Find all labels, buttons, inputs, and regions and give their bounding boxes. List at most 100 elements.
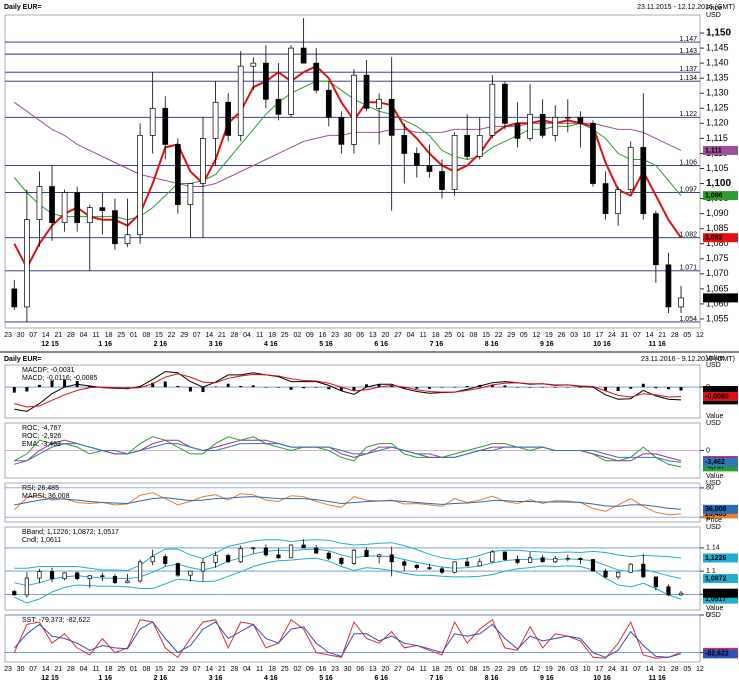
x-tick-label: 12: [532, 332, 540, 339]
x-tick-label: 11: [419, 332, 426, 339]
x-tick-label: 25: [117, 332, 125, 339]
histogram-bar: [578, 387, 582, 388]
histogram-bar: [666, 387, 670, 390]
last-value-label: 1,0517: [705, 596, 727, 603]
candle-body: [212, 101, 219, 139]
y-tick-label: 1,115: [706, 133, 728, 143]
month-label: 4 16: [264, 675, 278, 682]
candle-body: [325, 89, 332, 118]
candle-body: [439, 171, 445, 190]
candle-body: [666, 586, 671, 596]
x-tick-label: 22: [495, 666, 503, 673]
last-value-label: 1,0872: [705, 575, 727, 582]
y-tick-label: 1,130: [706, 88, 729, 98]
candle-body: [11, 288, 18, 308]
axis-label: Price: [706, 517, 722, 524]
last-value-label: -4,767: [705, 464, 725, 471]
x-tick-label: 14: [646, 666, 654, 673]
x-tick-label: 14: [42, 666, 50, 673]
candle-body: [615, 189, 621, 214]
month-label: 11 16: [649, 675, 666, 682]
last-value-box: [703, 594, 738, 604]
x-tick-label: 02: [293, 666, 301, 673]
x-tick-label: 29: [180, 666, 188, 673]
last-value-box: [703, 145, 738, 155]
histogram-bar: [289, 387, 293, 390]
histogram-bar: [465, 385, 469, 388]
x-tick-label: 07: [29, 666, 37, 673]
x-tick-label: 22: [168, 332, 176, 339]
candle-body: [300, 47, 307, 64]
x-tick-label: 03: [570, 332, 578, 339]
indicator-line: [14, 557, 682, 604]
x-tick-label: 28: [231, 332, 239, 339]
candle-body: [112, 575, 118, 584]
candle-body: [112, 210, 118, 245]
candle-body: [225, 101, 231, 136]
axis-label: USD: [706, 420, 721, 427]
candle-body: [75, 572, 80, 580]
y-tick-label: 1,070: [706, 268, 729, 278]
x-tick-label: 11: [92, 332, 99, 339]
month-label: 11 16: [649, 341, 666, 348]
last-value-label: 1,096: [705, 192, 723, 199]
x-tick-label: 31: [621, 332, 629, 339]
candle-body: [402, 561, 407, 566]
histogram-bar: [214, 386, 218, 388]
candle-body: [577, 116, 584, 124]
candle-body: [364, 549, 369, 557]
candle-body: [653, 576, 658, 588]
x-tick-label: 22: [495, 332, 503, 339]
axis-label: USD: [706, 524, 721, 531]
x-tick-label: 29: [507, 332, 515, 339]
month-label: 1 16: [98, 341, 112, 348]
y-tick-label: 1,120: [706, 118, 729, 128]
candle-body: [627, 147, 634, 190]
candle-body: [553, 557, 558, 563]
x-tick-label: 22: [168, 666, 176, 673]
panel-frame: [4, 364, 701, 419]
candle-body: [514, 122, 521, 139]
indicator-line: [13, 621, 682, 658]
candle-body: [288, 47, 294, 115]
last-value-box: [703, 391, 738, 401]
level-label: 1.147: [679, 36, 697, 43]
x-tick-label: 18: [268, 666, 276, 673]
candle-body: [414, 153, 420, 166]
candle-body: [439, 568, 445, 573]
candle-body: [263, 547, 268, 556]
y-tick-label: 1.14: [706, 545, 720, 552]
histogram-bar: [226, 383, 230, 388]
x-tick-label: 25: [281, 666, 289, 673]
panel-frame: [4, 482, 701, 523]
candle-body: [451, 135, 458, 190]
candle-body: [452, 561, 457, 573]
last-value-box: [703, 574, 738, 584]
candle-body: [36, 186, 43, 221]
month-label: 1 16: [98, 675, 112, 682]
axis-label: Value: [706, 473, 723, 480]
candle-body: [163, 556, 168, 564]
x-tick-label: 07: [633, 332, 641, 339]
x-tick-label: 16: [319, 332, 327, 339]
y-tick-label: 1,075: [706, 253, 729, 263]
month-label: 3 16: [209, 675, 223, 682]
x-tick-label: 28: [671, 666, 679, 673]
x-tick-label: 16: [319, 666, 327, 673]
candle-body: [477, 561, 482, 567]
candle-body: [162, 107, 169, 145]
moving-average: [13, 80, 682, 221]
y-tick-label: 1,105: [706, 163, 729, 173]
histogram-bar: [63, 379, 67, 388]
month-label: 9 16: [540, 675, 554, 682]
histogram-bar: [151, 382, 155, 388]
candle-body: [200, 562, 206, 572]
x-tick-label: 08: [470, 666, 478, 673]
histogram-bar: [528, 387, 532, 388]
x-tick-label: 03: [570, 666, 578, 673]
x-tick-label: 13: [369, 666, 377, 673]
candle-body: [628, 563, 633, 573]
month-label: 7 16: [430, 341, 444, 348]
panel-frame: [4, 14, 701, 329]
month-label: 8 16: [485, 675, 499, 682]
